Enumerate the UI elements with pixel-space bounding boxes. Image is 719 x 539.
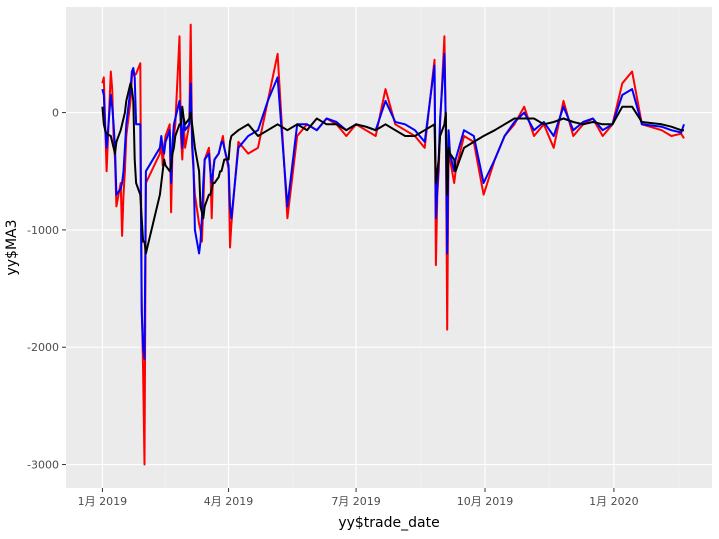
y-tick-label: -2000: [27, 341, 59, 354]
x-tick-label: 7月 2019: [331, 495, 381, 508]
series-line-2: [101, 52, 685, 360]
plot-panel: [66, 7, 712, 488]
major-gridlines: [66, 7, 712, 488]
x-axis-title: yy$trade_date: [338, 515, 439, 531]
x-tick-label: 4月 2019: [204, 495, 254, 508]
x-tick-label: 1月 2019: [78, 495, 128, 508]
y-tick-label: 0: [52, 107, 59, 120]
x-axis-ticks: 1月 2019 4月 2019 7月 2019 10月 2019 1月 2020: [78, 488, 639, 508]
y-tick-label: -3000: [27, 459, 59, 472]
x-tick-label: 1月 2020: [589, 495, 639, 508]
series-line-3: [101, 82, 684, 255]
series-layer: [101, 23, 685, 466]
y-axis-ticks: 0 -1000 -2000 -3000: [27, 107, 66, 472]
y-axis-title: yy$MA3: [4, 219, 20, 275]
x-tick-label: 10月 2019: [457, 495, 514, 508]
y-tick-label: -1000: [27, 224, 59, 237]
